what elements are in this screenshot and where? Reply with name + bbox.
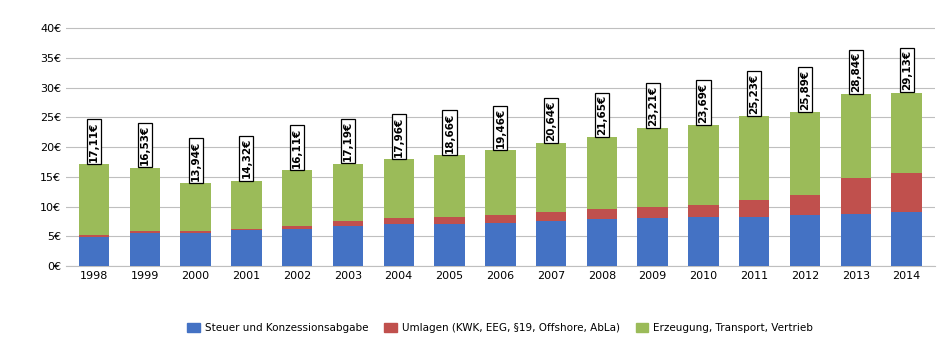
Bar — [485, 150, 515, 216]
Bar — [282, 225, 312, 228]
Text: 25,23€: 25,23€ — [750, 73, 759, 114]
Bar — [688, 205, 718, 217]
Text: 17,19€: 17,19€ — [343, 121, 353, 161]
Text: 21,65€: 21,65€ — [597, 94, 607, 135]
Bar — [231, 230, 261, 266]
Text: 17,96€: 17,96€ — [394, 117, 404, 157]
Bar — [637, 218, 668, 266]
Text: 28,84€: 28,84€ — [851, 52, 861, 92]
Bar — [536, 212, 566, 221]
Bar — [129, 231, 160, 233]
Text: 25,89€: 25,89€ — [801, 70, 810, 109]
Bar — [78, 235, 110, 237]
Bar — [840, 214, 871, 266]
Text: 18,66€: 18,66€ — [445, 113, 454, 153]
Bar — [739, 116, 769, 200]
Bar — [332, 221, 363, 225]
Text: 13,94€: 13,94€ — [191, 140, 200, 181]
Bar — [586, 209, 617, 219]
Bar — [332, 225, 363, 266]
Bar — [78, 237, 110, 266]
Text: 23,69€: 23,69€ — [699, 83, 709, 123]
Bar — [434, 155, 464, 217]
Bar — [383, 159, 414, 218]
Text: 16,11€: 16,11€ — [292, 128, 302, 168]
Text: 29,13€: 29,13€ — [902, 50, 912, 90]
Bar — [840, 94, 871, 178]
Bar — [383, 218, 414, 224]
Bar — [536, 221, 566, 266]
Bar — [891, 212, 922, 266]
Bar — [790, 112, 820, 195]
Bar — [434, 224, 464, 266]
Bar — [739, 200, 769, 217]
Bar — [485, 223, 515, 266]
Bar — [637, 207, 668, 218]
Bar — [383, 224, 414, 266]
Bar — [891, 173, 922, 212]
Bar — [840, 178, 871, 214]
Bar — [231, 228, 261, 230]
Text: 19,46€: 19,46€ — [496, 108, 505, 148]
Bar — [739, 217, 769, 266]
Bar — [332, 164, 363, 221]
Bar — [586, 137, 617, 209]
Text: 23,21€: 23,21€ — [648, 85, 658, 125]
Text: 20,64€: 20,64€ — [547, 101, 556, 141]
Bar — [180, 183, 211, 231]
Bar — [688, 125, 718, 205]
Bar — [78, 164, 110, 235]
Bar — [231, 181, 261, 228]
Legend: Steuer und Konzessionsabgabe, Umlagen (KWK, EEG, §19, Offshore, AbLa), Erzeugung: Steuer und Konzessionsabgabe, Umlagen (K… — [183, 319, 818, 338]
Bar — [180, 231, 211, 233]
Text: 17,11€: 17,11€ — [89, 121, 99, 162]
Bar — [637, 128, 668, 207]
Bar — [180, 233, 211, 266]
Bar — [891, 93, 922, 173]
Bar — [129, 168, 160, 231]
Text: 16,53€: 16,53€ — [140, 125, 150, 165]
Bar — [129, 233, 160, 266]
Bar — [434, 217, 464, 224]
Bar — [790, 195, 820, 216]
Bar — [536, 143, 566, 212]
Bar — [790, 216, 820, 266]
Bar — [282, 228, 312, 266]
Bar — [586, 219, 617, 266]
Bar — [282, 170, 312, 225]
Text: 14,32€: 14,32€ — [242, 138, 251, 178]
Bar — [485, 216, 515, 223]
Bar — [688, 217, 718, 266]
